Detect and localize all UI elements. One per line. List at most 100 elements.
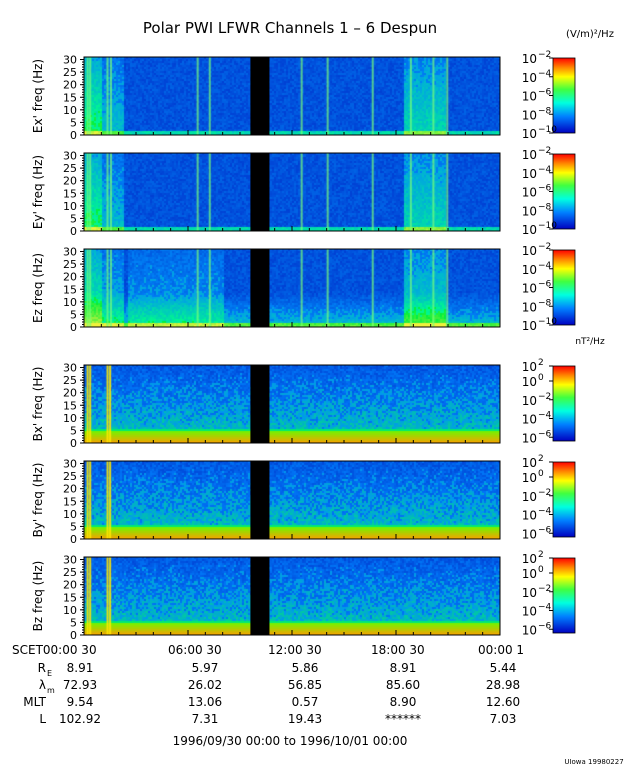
data-gap <box>250 57 270 135</box>
y-tick-label: 0 <box>70 437 77 450</box>
colorbar <box>552 461 576 538</box>
y-tick-label: 25 <box>63 566 77 579</box>
y-tick-label: 10 <box>63 508 77 521</box>
colorbar-tick-label: 10 <box>522 148 537 162</box>
y-tick-label: 5 <box>70 116 77 129</box>
y-tick-label: 5 <box>70 520 77 533</box>
colorbar-tick-exponent: 2 <box>538 550 544 560</box>
colorbar-tick-exponent: 0 <box>538 373 544 383</box>
y-tick-label: 20 <box>63 175 77 188</box>
colorbar-tick-exponent: −6 <box>538 184 552 194</box>
y-tick-label: 5 <box>70 424 77 437</box>
y-tick-label: 0 <box>70 629 77 642</box>
y-tick-label: 10 <box>63 200 77 213</box>
y-tick-label: 15 <box>63 399 77 412</box>
y-tick-label: 15 <box>63 591 77 604</box>
colorbar-tick-label: 10 <box>522 490 537 504</box>
ephemeris-value: 5.97 <box>192 661 219 675</box>
colorbar-tick-label: 10 <box>522 431 537 445</box>
colorbar-tick-label: 10 <box>522 108 537 122</box>
ephemeris-label-subscript: E <box>47 669 52 678</box>
y-axis-label: Ey' freq (Hz) <box>31 155 45 229</box>
x-tick-label: 18:00 30 <box>371 643 425 657</box>
ephemeris-value: 9.54 <box>67 695 94 709</box>
time-axis: SCET00:00 30 06:00 30 12:00 30 18:00 30 00:0… <box>12 130 524 657</box>
colorbar-tick-label: 10 <box>522 552 537 566</box>
ephemeris-label: MLT <box>23 695 46 709</box>
colorbar-tick-exponent: −8 <box>538 202 552 212</box>
ephemeris-value: 8.91 <box>390 661 417 675</box>
colorbar <box>552 249 576 326</box>
y-axis-label: Bx' freq (Hz) <box>31 367 45 442</box>
y-tick-label: 15 <box>63 283 77 296</box>
ephemeris-value: ****** <box>385 712 421 726</box>
y-tick-label: 0 <box>70 225 77 238</box>
colorbar-tick-exponent: −10 <box>538 317 557 327</box>
ephemeris-label-subscript: m <box>47 686 55 695</box>
x-tick-label: 12:00 30 <box>268 643 322 657</box>
data-gap <box>250 557 270 635</box>
colorbar-tick-label: 10 <box>522 456 537 470</box>
colorbar-tick-label: 10 <box>522 375 537 389</box>
colorbar-tick-exponent: −10 <box>538 221 557 231</box>
y-tick-label: 10 <box>63 296 77 309</box>
chart-title: Polar PWI LFWR Channels 1 – 6 Despun <box>143 19 437 37</box>
y-tick-label: 20 <box>63 483 77 496</box>
y-tick-label: 10 <box>63 412 77 425</box>
y-tick-label: 5 <box>70 308 77 321</box>
colorbar-tick-exponent: 0 <box>538 565 544 575</box>
colorbar-tick-label: 10 <box>522 586 537 600</box>
ephemeris-value: 28.98 <box>486 678 520 692</box>
colorbar-tick-exponent: −4 <box>538 69 552 79</box>
data-gap <box>250 461 270 539</box>
colorbar-tick-label: 10 <box>522 567 537 581</box>
colorbar <box>552 365 576 442</box>
colorbar-tick-exponent: 2 <box>538 454 544 464</box>
date-range-label: 1996/09/30 00:00 to 1996/10/01 00:00 <box>173 734 408 748</box>
data-gap <box>250 249 270 327</box>
y-tick-label: 30 <box>63 458 77 471</box>
x-tick-label: 06:00 30 <box>168 643 222 657</box>
y-tick-label: 0 <box>70 129 77 142</box>
ephemeris-value: 8.90 <box>390 695 417 709</box>
colorbar-tick-label: 10 <box>522 413 537 427</box>
colorbar-tick-label: 10 <box>522 360 537 374</box>
colorbar-tick-label: 10 <box>522 605 537 619</box>
colorbar-tick-label: 10 <box>522 527 537 541</box>
data-gap <box>250 365 270 443</box>
y-tick-label: 20 <box>63 579 77 592</box>
y-tick-label: 30 <box>63 150 77 163</box>
colorbar-tick-exponent: −2 <box>538 488 551 498</box>
ephemeris-value: 13.06 <box>188 695 222 709</box>
colorbar <box>552 153 576 230</box>
credit-label: UIowa 19980227 <box>564 758 623 766</box>
y-tick-label: 25 <box>63 162 77 175</box>
y-tick-label: 15 <box>63 495 77 508</box>
colorbar-tick-exponent: −8 <box>538 106 552 116</box>
y-tick-label: 25 <box>63 374 77 387</box>
spectrogram-image <box>84 57 500 135</box>
colorbar-tick-exponent: 0 <box>538 469 544 479</box>
ephemeris-value: 56.85 <box>288 678 322 692</box>
x-tick-label: SCET00:00 30 <box>12 643 97 657</box>
spectrogram-image <box>84 557 500 635</box>
y-tick-label: 0 <box>70 533 77 546</box>
ephemeris-value: 0.57 <box>292 695 319 709</box>
colorbar-tick-label: 10 <box>522 319 537 333</box>
ephemeris-value: 5.86 <box>292 661 319 675</box>
spectrogram-image <box>84 365 500 443</box>
y-axis-label: Ex' freq (Hz) <box>31 59 45 133</box>
ephemeris-value: 72.93 <box>63 678 97 692</box>
spectrogram-image <box>84 461 500 539</box>
ephemeris-value: 85.60 <box>386 678 420 692</box>
colorbar-tick-label: 10 <box>522 394 537 408</box>
ephemeris-value: 8.91 <box>67 661 94 675</box>
colorbar-tick-exponent: −6 <box>538 280 552 290</box>
colorbar-tick-exponent: −2 <box>538 50 551 60</box>
ephemeris-table: R E 8.91 5.97 5.86 8.91 5.44 λ m 72.93 26.02 56.85 8… <box>23 661 520 726</box>
colorbar-tick-exponent: −2 <box>538 146 551 156</box>
